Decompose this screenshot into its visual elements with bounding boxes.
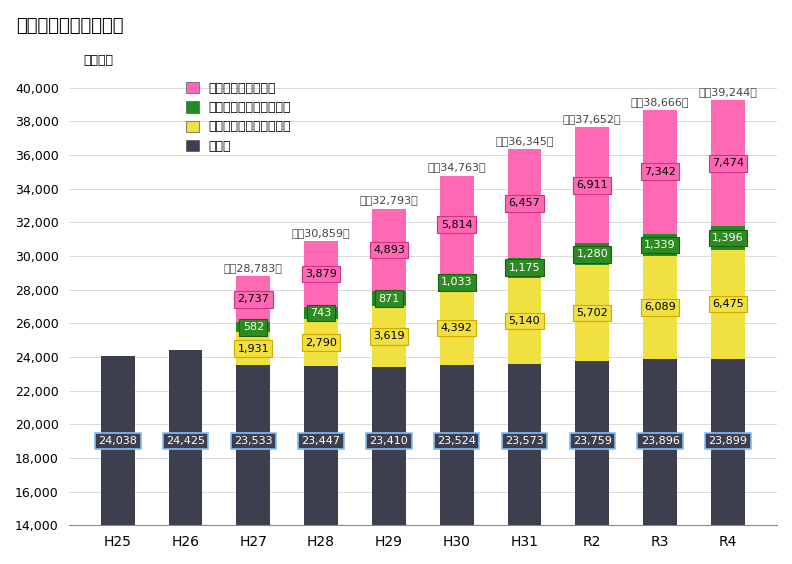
Text: 23,447: 23,447 [302,436,341,446]
Bar [643,233,677,256]
Text: 24,038: 24,038 [98,436,137,446]
Bar [440,291,474,365]
Text: 1,033: 1,033 [441,277,473,287]
Bar [372,209,406,291]
Bar [508,277,542,364]
Bar [372,291,406,306]
Text: 7,474: 7,474 [712,158,744,168]
Text: 5,702: 5,702 [577,308,608,318]
Text: 6,457: 6,457 [508,199,540,209]
Text: 3,619: 3,619 [373,332,405,341]
Bar [304,241,338,307]
Text: （計38,666）: （計38,666） [630,96,689,107]
Bar [236,276,270,323]
Text: 1,280: 1,280 [577,249,608,259]
Bar [508,149,542,258]
Bar [236,365,270,564]
Legend: 特定地域型保育事業, 幼稚園型認定こども園等, 幼保連携型認定こども園, 保育所: 特定地域型保育事業, 幼稚園型認定こども園等, 幼保連携型認定こども園, 保育所 [181,77,296,158]
Bar [101,356,135,564]
Bar [575,361,609,564]
Text: 23,573: 23,573 [505,436,544,446]
Bar [440,274,474,291]
Text: （保育所等数の推移）: （保育所等数の推移） [16,17,124,35]
Text: 4,893: 4,893 [373,245,405,255]
Text: 23,759: 23,759 [573,436,611,446]
Text: 582: 582 [242,323,264,332]
Text: 1,931: 1,931 [238,343,269,354]
Bar [372,367,406,564]
Text: 6,911: 6,911 [577,180,608,190]
Text: 871: 871 [379,294,399,303]
Text: 1,175: 1,175 [508,263,540,272]
Bar [508,364,542,564]
Text: 23,896: 23,896 [641,436,680,446]
Text: 23,524: 23,524 [437,436,476,446]
Bar [508,258,542,277]
Bar [643,256,677,359]
Text: 5,140: 5,140 [508,316,540,326]
Bar [236,332,270,365]
Text: （計30,859）: （計30,859） [291,228,350,238]
Text: 23,410: 23,410 [370,436,409,446]
Text: （計32,793）: （計32,793） [360,196,418,205]
Bar [711,250,744,359]
Text: （計39,244）: （計39,244） [699,87,757,97]
Text: （計34,763）: （計34,763） [428,162,486,173]
Text: 1,396: 1,396 [712,233,744,243]
Text: 6,089: 6,089 [644,302,676,312]
Text: 2,737: 2,737 [238,294,269,305]
Text: 23,533: 23,533 [234,436,272,446]
Text: （計37,652）: （計37,652） [563,114,622,124]
Text: 24,425: 24,425 [166,436,205,446]
Bar [711,359,744,564]
Text: （計36,345）: （計36,345） [495,136,554,146]
Text: 5,814: 5,814 [441,219,473,230]
Bar [711,226,744,250]
Text: （か所）: （か所） [84,54,114,67]
Bar [304,366,338,564]
Bar [304,307,338,319]
Text: 743: 743 [310,308,332,318]
Bar [643,110,677,233]
Bar [575,265,609,361]
Text: 2,790: 2,790 [305,338,337,348]
Bar [711,100,744,226]
Text: （計28,783）: （計28,783） [224,263,283,273]
Bar [169,350,203,564]
Bar [440,176,474,274]
Text: 3,879: 3,879 [305,269,337,279]
Bar [575,127,609,244]
Text: 1,339: 1,339 [644,240,676,250]
Text: 7,342: 7,342 [644,167,676,177]
Bar [643,359,677,564]
Text: 4,392: 4,392 [441,323,473,333]
Text: 23,899: 23,899 [708,436,748,446]
Bar [440,365,474,564]
Bar [304,319,338,366]
Text: 6,475: 6,475 [712,299,744,309]
Bar [372,306,406,367]
Bar [236,323,270,332]
Bar [575,244,609,265]
